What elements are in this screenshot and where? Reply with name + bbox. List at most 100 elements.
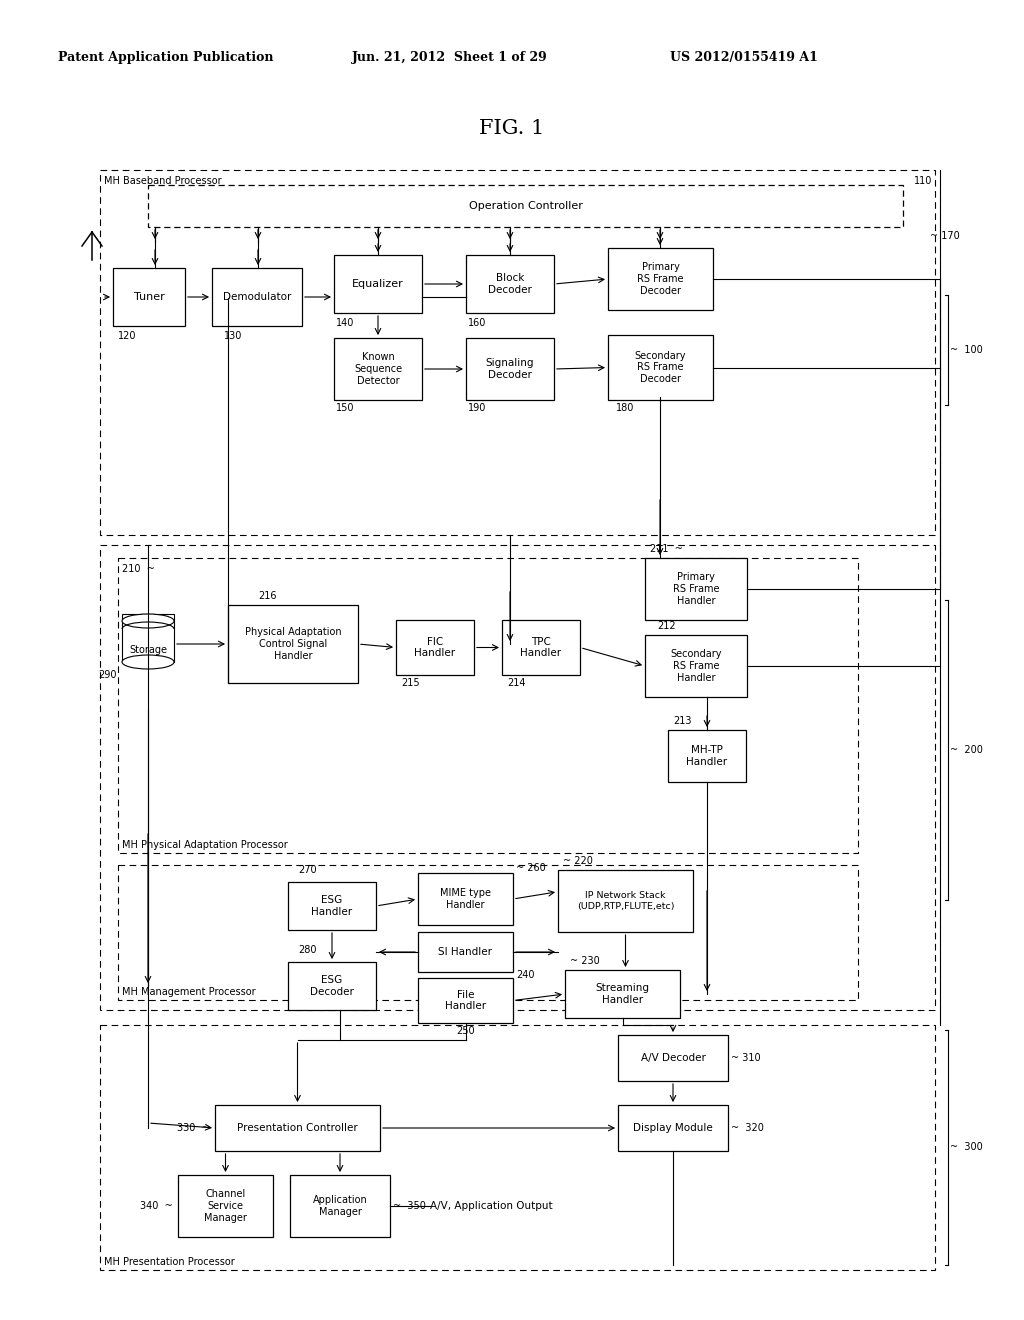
Bar xyxy=(645,558,746,620)
Text: Primary
RS Frame
Handler: Primary RS Frame Handler xyxy=(673,573,719,606)
Text: SI Handler: SI Handler xyxy=(438,946,493,957)
Text: Application
Manager: Application Manager xyxy=(312,1195,368,1217)
Text: 270: 270 xyxy=(298,865,316,875)
Text: 214: 214 xyxy=(507,678,525,688)
Text: 213: 213 xyxy=(673,715,691,726)
Text: TPC
Handler: TPC Handler xyxy=(520,636,561,659)
Bar xyxy=(558,870,693,932)
Text: MH Baseband Processor: MH Baseband Processor xyxy=(104,176,221,186)
Text: MIME type
Handler: MIME type Handler xyxy=(440,888,490,909)
Text: Channel
Service
Manager: Channel Service Manager xyxy=(204,1189,247,1222)
Text: File
Handler: File Handler xyxy=(445,990,486,1011)
Text: Known
Sequence
Detector: Known Sequence Detector xyxy=(354,352,402,385)
Text: Operation Controller: Operation Controller xyxy=(469,201,583,211)
Text: Demodulator: Demodulator xyxy=(223,292,291,302)
Text: 340  ~: 340 ~ xyxy=(140,1201,173,1210)
Text: MH Physical Adaptation Processor: MH Physical Adaptation Processor xyxy=(122,840,288,850)
Text: 280: 280 xyxy=(298,945,316,954)
Text: Equalizer: Equalizer xyxy=(352,279,403,289)
Text: 190: 190 xyxy=(468,403,486,413)
Bar xyxy=(290,1175,390,1237)
Text: ~ 230: ~ 230 xyxy=(570,956,600,966)
Text: US 2012/0155419 A1: US 2012/0155419 A1 xyxy=(670,51,818,65)
Text: 160: 160 xyxy=(468,318,486,327)
Text: 120: 120 xyxy=(118,331,136,341)
Text: A/V, Application Output: A/V, Application Output xyxy=(430,1201,553,1210)
Text: ~ 260: ~ 260 xyxy=(516,863,546,873)
Text: MH-TP
Handler: MH-TP Handler xyxy=(686,746,728,767)
Bar xyxy=(608,248,713,310)
Text: Presentation Controller: Presentation Controller xyxy=(238,1123,357,1133)
Bar xyxy=(212,268,302,326)
Text: ~  200: ~ 200 xyxy=(950,744,983,755)
Bar xyxy=(618,1035,728,1081)
Bar xyxy=(334,338,422,400)
Bar xyxy=(100,545,935,1010)
Text: ~ 170: ~ 170 xyxy=(930,231,959,242)
Text: Patent Application Publication: Patent Application Publication xyxy=(58,51,273,65)
Text: 216: 216 xyxy=(258,591,276,601)
Text: Signaling
Decoder: Signaling Decoder xyxy=(485,358,535,380)
Text: 180: 180 xyxy=(616,403,635,413)
Text: ~ 220: ~ 220 xyxy=(563,855,593,866)
Text: ESG
Decoder: ESG Decoder xyxy=(310,975,354,997)
Text: ~  350: ~ 350 xyxy=(393,1201,426,1210)
Text: 330  ~: 330 ~ xyxy=(177,1123,210,1133)
Text: 250: 250 xyxy=(456,1026,475,1036)
Bar xyxy=(178,1175,273,1237)
Bar xyxy=(288,882,376,931)
Bar xyxy=(334,255,422,313)
Bar xyxy=(418,873,513,925)
Text: Tuner: Tuner xyxy=(133,292,165,302)
Text: Secondary
RS Frame
Handler: Secondary RS Frame Handler xyxy=(671,649,722,682)
Text: ~  300: ~ 300 xyxy=(950,1142,983,1152)
Bar xyxy=(466,338,554,400)
Text: Streaming
Handler: Streaming Handler xyxy=(596,983,649,1005)
Text: 290: 290 xyxy=(98,671,117,680)
Bar xyxy=(608,335,713,400)
Ellipse shape xyxy=(122,655,174,669)
Bar xyxy=(100,170,935,535)
Text: ~  100: ~ 100 xyxy=(950,345,983,355)
Bar xyxy=(228,605,358,682)
Text: ~ 310: ~ 310 xyxy=(731,1053,761,1063)
Bar xyxy=(502,620,580,675)
Text: 212: 212 xyxy=(657,620,676,631)
Bar xyxy=(118,558,858,853)
Text: IP Network Stack
(UDP,RTP,FLUTE,etc): IP Network Stack (UDP,RTP,FLUTE,etc) xyxy=(577,891,674,911)
Text: Primary
RS Frame
Decoder: Primary RS Frame Decoder xyxy=(637,263,684,296)
Bar xyxy=(215,1105,380,1151)
Text: MH Management Processor: MH Management Processor xyxy=(122,987,256,997)
Bar xyxy=(618,1105,728,1151)
Text: 110: 110 xyxy=(913,176,932,186)
Text: FIC
Handler: FIC Handler xyxy=(415,636,456,659)
Text: Display Module: Display Module xyxy=(633,1123,713,1133)
Ellipse shape xyxy=(122,614,174,628)
Text: 150: 150 xyxy=(336,403,354,413)
Bar xyxy=(113,268,185,326)
Text: 215: 215 xyxy=(401,678,420,688)
Text: 240: 240 xyxy=(516,970,535,979)
Text: Secondary
RS Frame
Decoder: Secondary RS Frame Decoder xyxy=(635,351,686,384)
Text: Block
Decoder: Block Decoder xyxy=(488,273,531,294)
Text: ESG
Handler: ESG Handler xyxy=(311,895,352,917)
Text: Physical Adaptation
Control Signal
Handler: Physical Adaptation Control Signal Handl… xyxy=(245,627,341,660)
Text: 210  ~: 210 ~ xyxy=(122,564,155,574)
Text: 140: 140 xyxy=(336,318,354,327)
Text: Jun. 21, 2012  Sheet 1 of 29: Jun. 21, 2012 Sheet 1 of 29 xyxy=(352,51,548,65)
Bar xyxy=(288,962,376,1010)
Bar xyxy=(565,970,680,1018)
Text: Storage: Storage xyxy=(129,645,167,655)
Text: MH Presentation Processor: MH Presentation Processor xyxy=(104,1257,234,1267)
Text: 130: 130 xyxy=(224,331,243,341)
Bar xyxy=(100,1026,935,1270)
Text: 211  ~: 211 ~ xyxy=(650,544,683,554)
Text: ~  320: ~ 320 xyxy=(731,1123,764,1133)
Bar xyxy=(418,932,513,972)
Bar xyxy=(645,635,746,697)
Bar xyxy=(122,614,174,663)
Bar xyxy=(118,865,858,1001)
Bar xyxy=(396,620,474,675)
Bar xyxy=(668,730,746,781)
Bar xyxy=(148,185,903,227)
